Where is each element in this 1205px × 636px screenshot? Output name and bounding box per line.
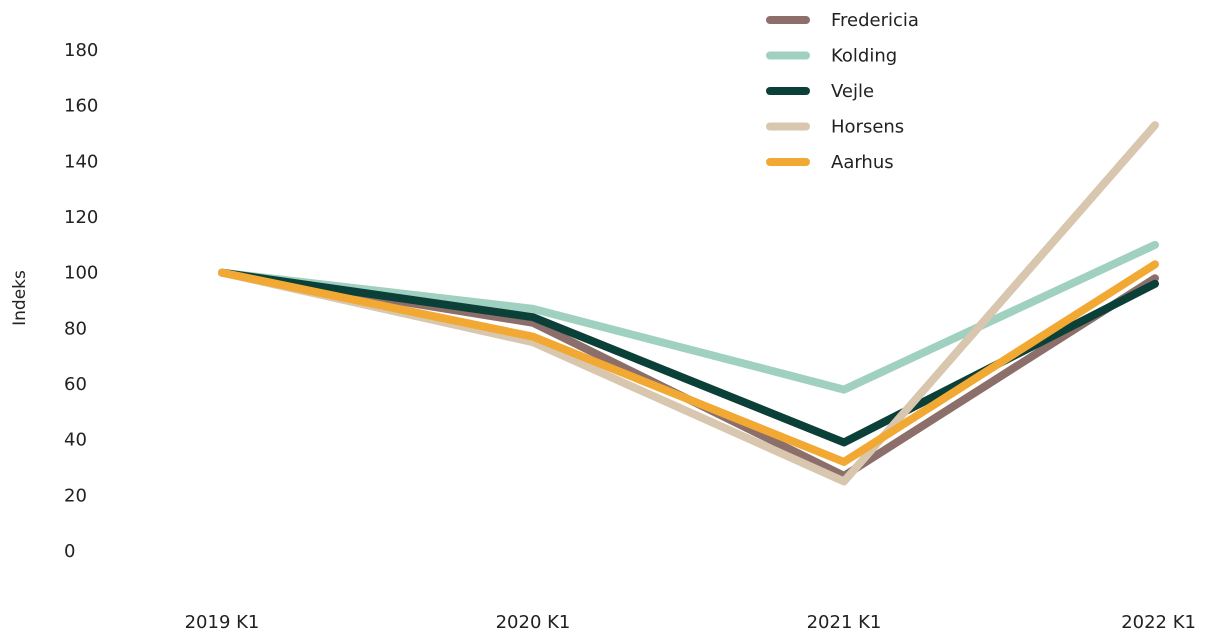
legend-item-horsens: Horsens (766, 117, 904, 138)
y-tick-label: 0 (64, 541, 75, 562)
series-line-aarhus (218, 260, 1159, 466)
series-lines (218, 121, 1159, 486)
x-tick-label: 2021 K1 (807, 612, 882, 633)
y-tick-label: 20 (64, 485, 87, 506)
x-tick-label: 2022 K1 (1121, 612, 1196, 633)
y-tick-label: 60 (64, 374, 87, 395)
legend-label: Aarhus (831, 152, 894, 173)
y-tick-label: 140 (64, 151, 98, 172)
y-tick-label: 100 (64, 263, 98, 284)
legend-item-fredericia: Fredericia (766, 10, 919, 31)
legend-item-aarhus: Aarhus (766, 152, 894, 173)
legend-item-kolding: Kolding (766, 46, 897, 67)
legend-label: Horsens (831, 117, 904, 138)
legend: Fredericia Kolding Vejle Horsens Aarhus (766, 10, 919, 173)
y-tick-label: 180 (64, 40, 98, 61)
y-tick-label: 120 (64, 207, 98, 228)
x-tick-label: 2020 K1 (496, 612, 571, 633)
y-axis-ticks: 0 20 40 60 80 100 120 140 160 180 (64, 40, 98, 562)
y-axis-title: Indeks (10, 270, 30, 326)
y-tick-label: 40 (64, 430, 87, 451)
y-tick-label: 160 (64, 96, 98, 117)
legend-item-vejle: Vejle (766, 81, 874, 102)
x-axis-ticks: 2019 K1 2020 K1 2021 K1 2022 K1 (185, 612, 1196, 633)
legend-label: Kolding (831, 46, 897, 67)
series-line-kolding (218, 240, 1159, 394)
legend-label: Fredericia (831, 10, 919, 31)
x-tick-label: 2019 K1 (185, 612, 260, 633)
legend-label: Vejle (831, 81, 874, 102)
y-tick-label: 80 (64, 318, 87, 339)
